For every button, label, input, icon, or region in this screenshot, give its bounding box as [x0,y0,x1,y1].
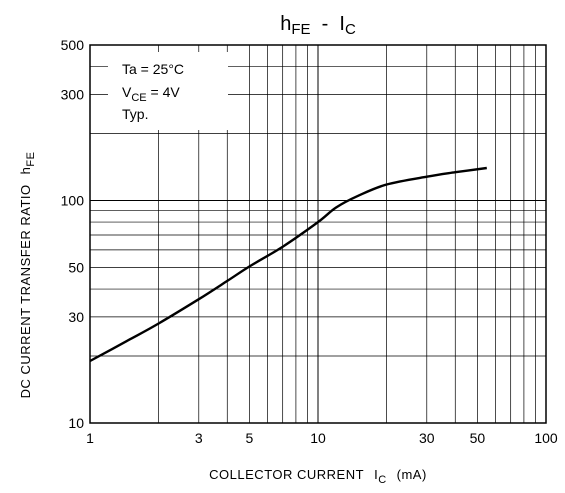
x-tick-label: 10 [310,430,326,446]
y-tick-label: 300 [61,86,85,102]
x-axis-label: COLLECTOR CURRENT IC (mA) [209,467,427,486]
y-tick-labels: 10 30 50 100 300 500 [61,37,85,431]
y-tick-label: 500 [61,37,85,53]
series-line-0 [89,166,487,363]
x-tick-label: 1 [86,430,94,446]
y-tick-label: 10 [68,415,84,431]
chart-title: hFE - IC [280,13,356,38]
series-curve-group [89,166,487,363]
x-tick-label: 100 [534,430,558,446]
x-tick-label: 50 [470,430,486,446]
x-tick-labels: 1 3 5 10 30 50 100 [86,430,558,446]
annotation-vce: VCE = 4V [122,84,180,104]
y-tick-label: 100 [61,193,85,209]
x-tick-label: 3 [195,430,203,446]
y-axis-label: DC CURRENT TRANSFER RATIOhFE [18,152,37,399]
plot-frame [89,44,547,424]
grid-lines [90,45,546,423]
x-tick-label: 30 [419,430,435,446]
annotation-box [108,52,228,130]
y-tick-label: 50 [68,259,84,275]
x-tick-label: 5 [245,430,253,446]
annotation-typ: Typ. [122,106,148,122]
annotation-ta: Ta = 25°C [122,61,184,77]
y-tick-label: 30 [68,309,84,325]
